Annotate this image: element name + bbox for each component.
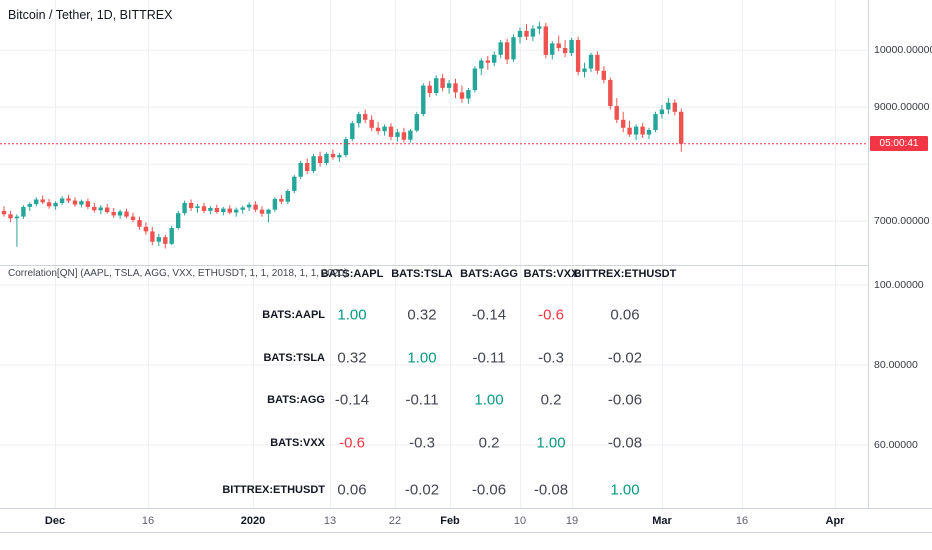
corr-cell: -0.14	[471, 306, 507, 324]
corr-cell: 1.00	[536, 434, 566, 452]
corr-row-label: BATS:AGG	[267, 394, 325, 406]
corr-cell: -0.3	[538, 349, 564, 367]
corr-cell: -0.11	[405, 391, 439, 409]
indicator-tick-label: 100.00000	[874, 279, 924, 291]
time-tick-label: 2020	[240, 515, 266, 527]
corr-cell: 0.06	[337, 481, 367, 499]
corr-cell: 1.00	[337, 306, 367, 324]
corr-cell: 1.00	[610, 481, 640, 499]
corr-column-header: BITTREX:ETHUSDT	[573, 268, 677, 280]
corr-cell: -0.3	[409, 434, 435, 452]
corr-cell: -0.08	[533, 481, 569, 499]
corr-cell: 0.2	[478, 434, 500, 452]
chart-canvas[interactable]	[0, 0, 868, 508]
corr-cell: -0.11	[472, 349, 506, 367]
corr-row-label: BATS:TSLA	[263, 352, 325, 364]
corr-cell: -0.02	[607, 349, 643, 367]
corr-row-label: BITTREX:ETHUSDT	[222, 484, 325, 496]
corr-column-header: BATS:AGG	[460, 268, 518, 280]
indicator-tick-label: 60.00000	[874, 439, 918, 451]
corr-cell: -0.6	[339, 434, 365, 452]
corr-column-header: BATS:TSLA	[391, 268, 453, 280]
indicator-tick-label: 80.00000	[874, 359, 918, 371]
corr-cell: 0.32	[337, 349, 367, 367]
symbol-legend[interactable]: Bitcoin / Tether, 1D, BITTREX	[8, 8, 173, 22]
price-tick-label: 7000.00000	[874, 215, 930, 227]
corr-cell: 0.32	[407, 306, 437, 324]
corr-cell: 0.2	[540, 391, 562, 409]
indicator-legend[interactable]: Correlation[QN] (AAPL, TSLA, AGG, VXX, E…	[8, 268, 348, 279]
time-tick-label: Mar	[652, 515, 672, 527]
price-tick-label: 9000.00000	[874, 101, 930, 113]
corr-cell: -0.6	[538, 306, 564, 324]
time-tick-label: 10	[513, 515, 527, 527]
corr-cell: -0.14	[334, 391, 370, 409]
time-tick-label: 22	[388, 515, 402, 527]
corr-row-label: BATS:AAPL	[262, 309, 325, 321]
corr-column-header: BATS:VXX	[523, 268, 579, 280]
time-axis[interactable]: Dec 16 2020 13 22 Feb 10 19 Mar 16 Apr	[0, 508, 932, 533]
correlation-matrix: BATS:AAPL BATS:TSLA BATS:AGG BATS:VXX BITTRE…	[222, 268, 677, 499]
corr-row-label: BATS:VXX	[270, 437, 325, 449]
time-tick-label: 19	[565, 515, 579, 527]
time-tick-label: 16	[735, 515, 749, 527]
corr-cell: -0.06	[471, 481, 507, 499]
time-tick-label: Feb	[440, 515, 460, 527]
countdown-price-label: 05:00:41	[870, 136, 928, 151]
corr-cell: 1.00	[474, 391, 504, 409]
candlestick-chart	[0, 0, 868, 508]
time-tick-label: Dec	[44, 515, 66, 527]
corr-cell: -0.02	[404, 481, 440, 499]
time-tick-label: 16	[141, 515, 155, 527]
corr-cell: -0.08	[607, 434, 643, 452]
pane-divider[interactable]	[0, 265, 932, 266]
corr-cell: -0.06	[607, 391, 643, 409]
corr-cell: 1.00	[407, 349, 437, 367]
corr-column-header: BATS:AAPL	[320, 268, 384, 280]
corr-cell: 0.06	[610, 306, 640, 324]
price-axis[interactable]: 05:00:41 10000.00000 9000.00000 7000.00000…	[868, 0, 932, 533]
time-tick-label: Apr	[825, 515, 845, 527]
time-tick-label: 13	[323, 515, 337, 527]
price-tick-label: 10000.00000	[874, 44, 932, 56]
